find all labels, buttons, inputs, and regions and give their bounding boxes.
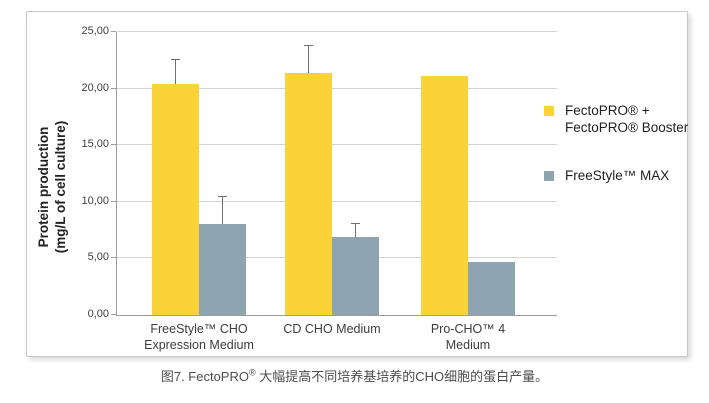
x-category-label-line: Pro-CHO™ 4 bbox=[430, 322, 506, 336]
gridline bbox=[117, 31, 557, 32]
legend-item: FreeStyle™ MAX bbox=[544, 167, 694, 184]
error-bar bbox=[222, 196, 223, 224]
figure-card: Protein production (mg/L of cell culture… bbox=[26, 11, 688, 357]
x-category-label-line: FreeStyle™ CHO bbox=[150, 322, 248, 336]
legend-swatch-fectopro bbox=[544, 106, 554, 116]
error-bar bbox=[308, 45, 309, 73]
y-tick-label: 10,00 bbox=[81, 195, 109, 207]
legend-label-line: FreeStyle™ MAX bbox=[565, 168, 670, 183]
caption-prefix: 图7. FectoPRO bbox=[160, 369, 249, 384]
error-bar-cap bbox=[171, 59, 180, 60]
registered-trademark-symbol: ® bbox=[248, 367, 256, 378]
bar-freestyle-max-2 bbox=[468, 262, 515, 315]
y-tick-label: 25,00 bbox=[81, 25, 109, 37]
legend-label-line: FectoPRO® + bbox=[565, 103, 650, 118]
y-tick-label: 20,00 bbox=[81, 82, 109, 94]
error-bar-cap bbox=[304, 45, 313, 46]
error-bar-cap bbox=[218, 196, 227, 197]
plot-area: 0,00 5,00 10,00 15,00 20,00 25,00 FreeStyle™ C… bbox=[81, 25, 557, 352]
legend-item: FectoPRO® + FectoPRO® Booster bbox=[544, 102, 694, 136]
x-category-label: CD CHO Medium bbox=[242, 321, 422, 337]
x-category-label: FreeStyle™ CHO Expression Medium bbox=[109, 321, 289, 353]
y-axis-tick bbox=[111, 144, 116, 145]
legend-label: FreeStyle™ MAX bbox=[565, 167, 669, 184]
error-bar bbox=[175, 59, 176, 84]
y-axis-tick bbox=[111, 257, 116, 258]
gridline bbox=[117, 144, 557, 145]
x-category-label-line: CD CHO Medium bbox=[283, 322, 381, 336]
gridline bbox=[117, 88, 557, 89]
y-axis-tick bbox=[111, 314, 116, 315]
bar-freestyle-max-1 bbox=[332, 237, 379, 315]
bar-fectopro-2 bbox=[421, 76, 468, 315]
y-tick-label: 0,00 bbox=[87, 308, 109, 320]
x-category-label: Pro-CHO™ 4 Medium bbox=[378, 321, 558, 353]
y-tick-label: 5,00 bbox=[87, 251, 109, 263]
figure-caption: 图7. FectoPRO® 大幅提高不同培养基培养的CHO细胞的蛋白产量。 bbox=[0, 366, 709, 385]
x-category-label-line: Expression Medium bbox=[144, 338, 254, 352]
y-tick-label: 15,00 bbox=[81, 138, 109, 150]
y-axis-tick bbox=[111, 88, 116, 89]
y-axis-tick bbox=[111, 31, 116, 32]
bar-fectopro-0 bbox=[152, 84, 199, 315]
x-category-label-line: Medium bbox=[445, 338, 491, 352]
y-axis-title-line1: Protein production bbox=[36, 126, 51, 248]
bar-freestyle-max-0 bbox=[199, 224, 246, 315]
error-bar bbox=[355, 223, 356, 237]
y-axis-tick bbox=[111, 201, 116, 202]
legend-label: FectoPRO® + FectoPRO® Booster bbox=[565, 102, 688, 136]
legend-label-line: FectoPRO® Booster bbox=[565, 120, 689, 135]
legend: FectoPRO® + FectoPRO® Booster FreeStyle™ M… bbox=[544, 102, 694, 184]
caption-suffix: 大幅提高不同培养基培养的CHO细胞的蛋白产量。 bbox=[255, 369, 549, 384]
gridline bbox=[117, 201, 557, 202]
bar-fectopro-1 bbox=[285, 73, 332, 315]
error-bar-cap bbox=[351, 223, 360, 224]
legend-swatch-freestyle-max bbox=[544, 171, 554, 181]
